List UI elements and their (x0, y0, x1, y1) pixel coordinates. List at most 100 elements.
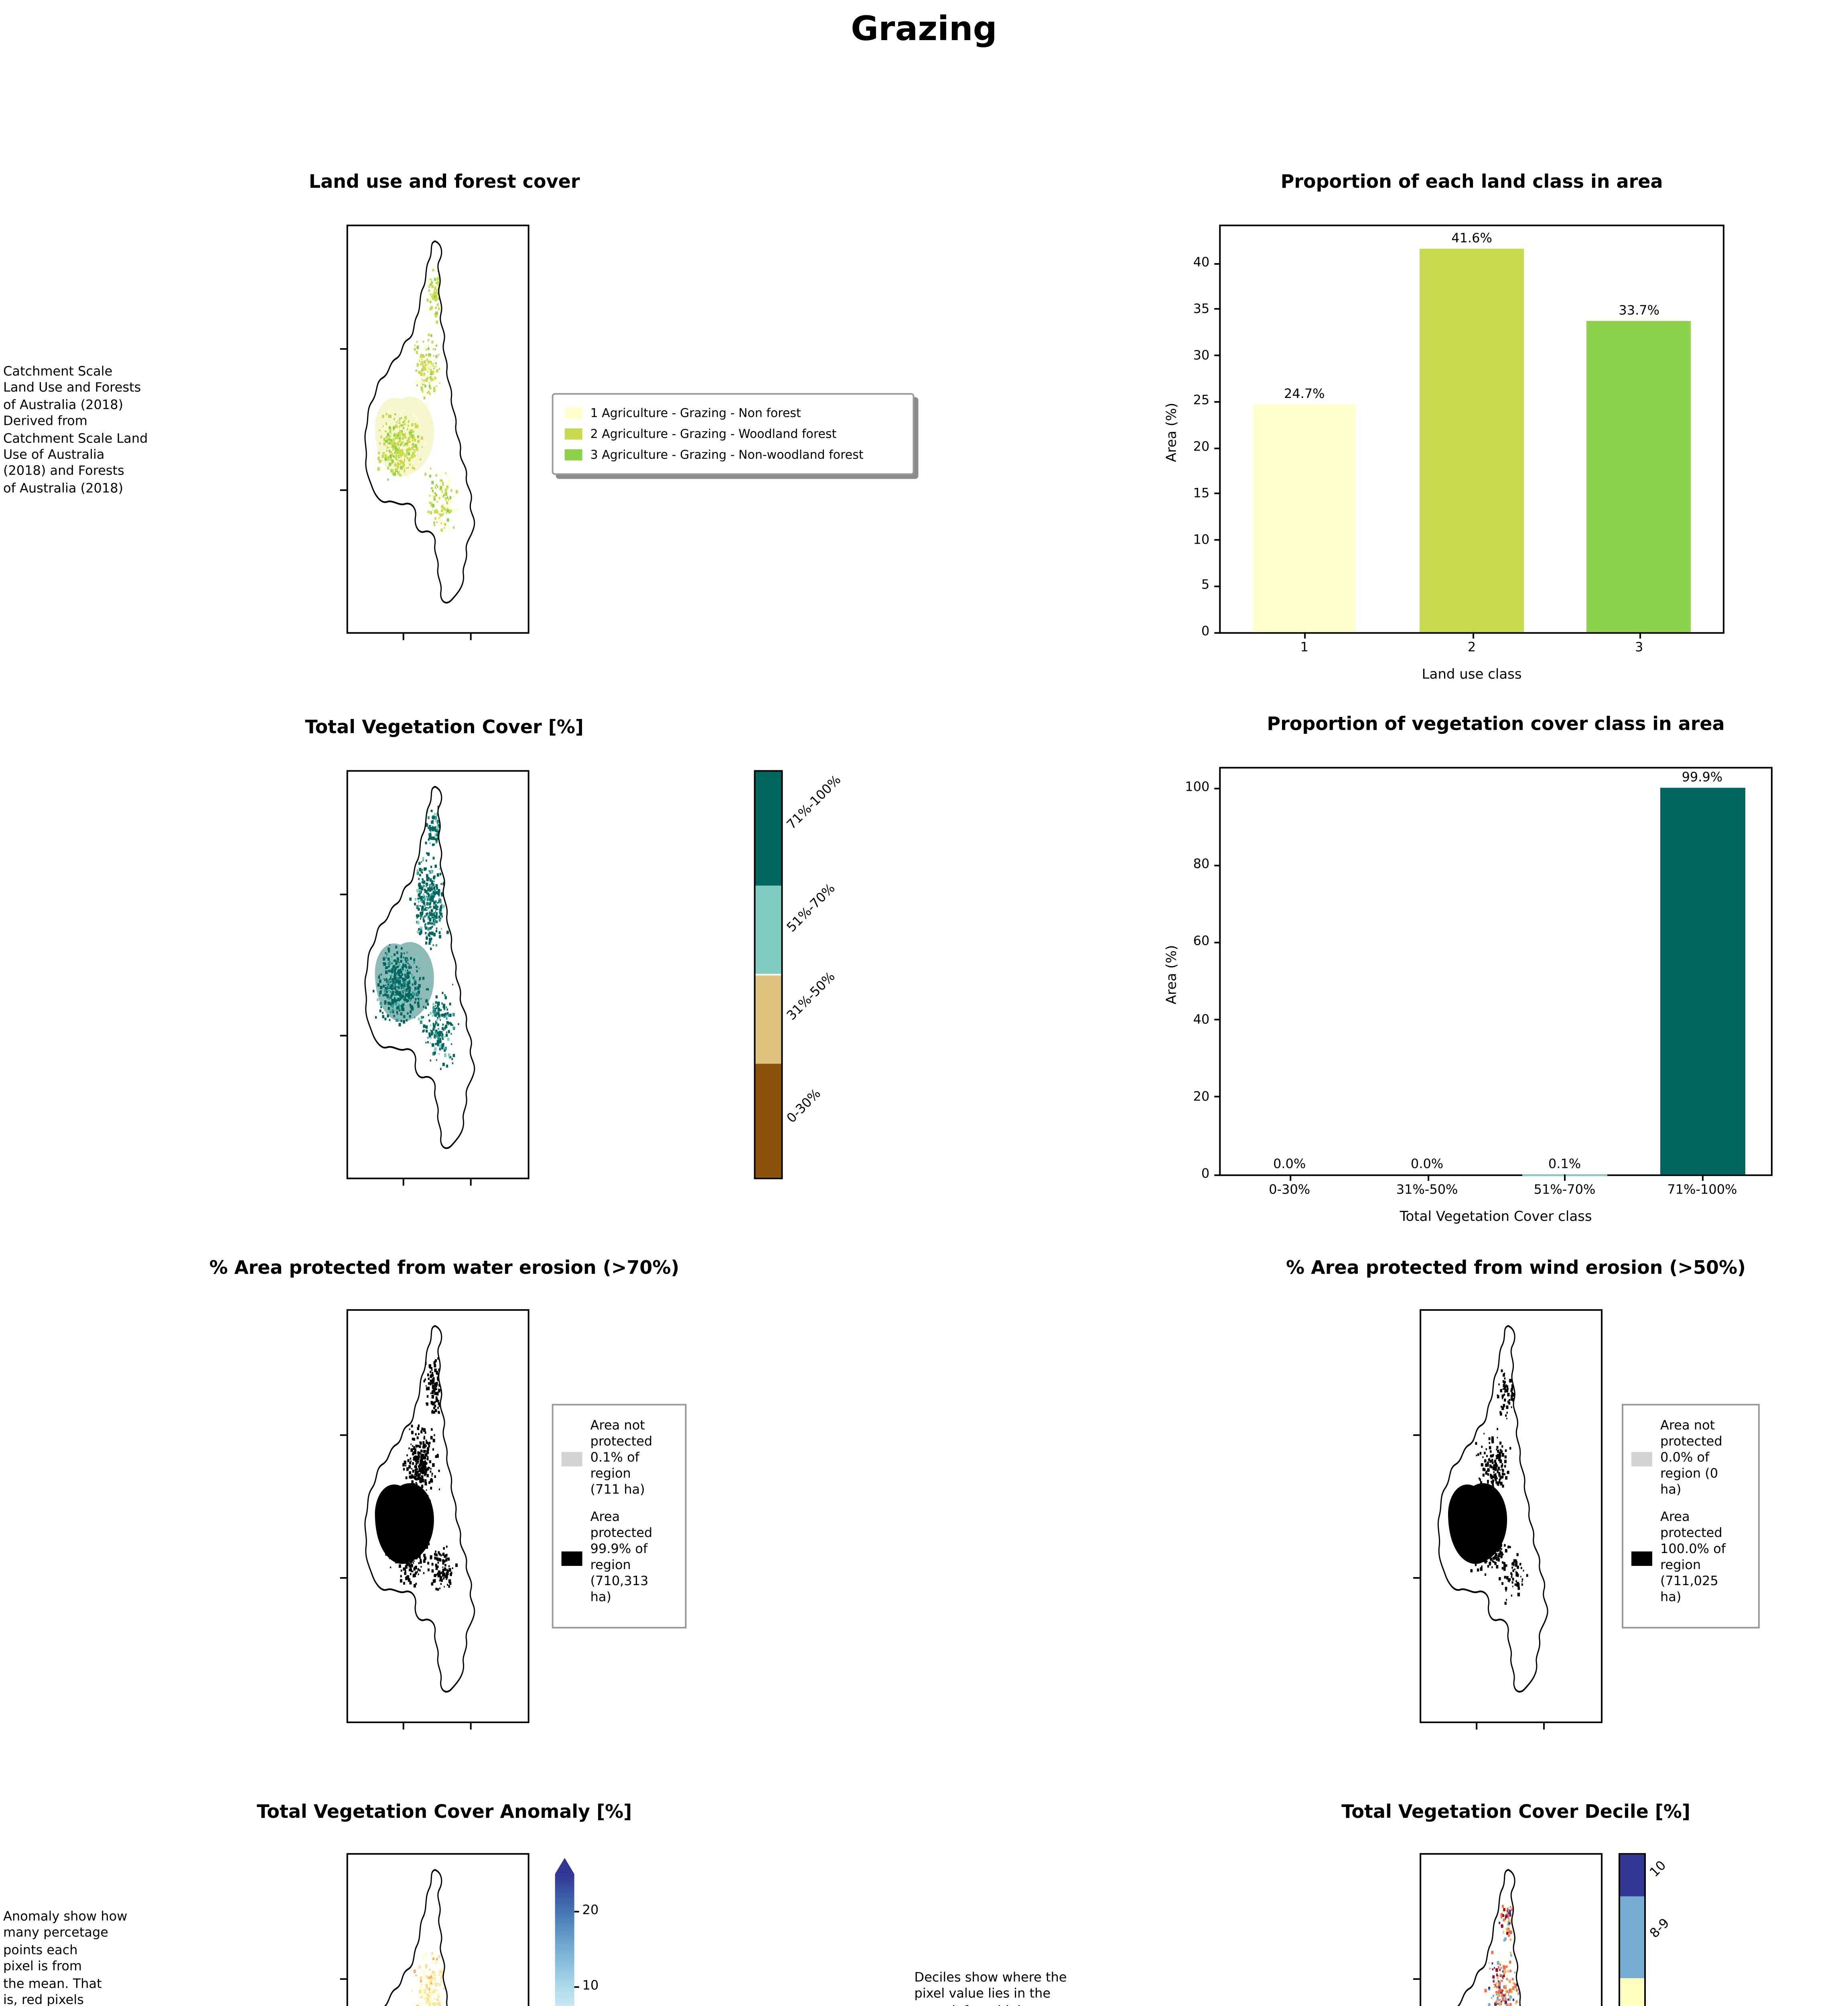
cb-label: 0-30% (784, 1086, 824, 1125)
cb-seg (755, 772, 781, 885)
ytick-mark (1214, 447, 1221, 449)
vlabel: 99.9% (1682, 770, 1723, 785)
land-use-legend: 1 Agriculture - Grazing - Non forest 2 A… (552, 393, 915, 475)
catchment-map-svg (1437, 1325, 1548, 1693)
vlabel: 24.7% (1284, 386, 1325, 401)
land-use-title: Land use and forest cover (308, 170, 580, 193)
xtick-label: 51%-70% (1534, 1182, 1596, 1197)
catchment-map-svg (364, 240, 475, 604)
legend-swatch (1631, 1451, 1652, 1466)
anomaly-caption: Anomaly show how many percetage points e… (3, 1909, 128, 2006)
ytick-mark (1214, 585, 1221, 587)
cb-seg (755, 885, 781, 975)
legend-swatch (1631, 1551, 1652, 1565)
legend-label: 1 Agriculture - Grazing - Non forest (590, 406, 801, 420)
x-axis-label: Total Vegetation Cover class (1400, 1210, 1592, 1226)
ytick-mark (1214, 493, 1221, 495)
decile-caption: Deciles show where the pixel value lies … (914, 1970, 1067, 2006)
catchment-map-svg (384, 1869, 448, 2006)
protected-area-blob (375, 1483, 434, 1564)
legend-swatch (564, 428, 582, 440)
bar (1252, 404, 1357, 632)
plot-area: 0 5 10 15 20 25 30 35 40 24.7% 1 41.6% 2 33.7% 3 (1193, 224, 1724, 655)
legend-swatch (564, 407, 582, 419)
bar (1420, 248, 1524, 632)
legend-label: Area not protected 0.0% of region (0 ha) (1660, 1418, 1722, 1497)
legend-swatch (564, 449, 582, 461)
decile-patches (1484, 1904, 1519, 2006)
ytick-mark (1214, 864, 1221, 866)
axis-tick (340, 1434, 347, 1436)
legend-row: 1 Agriculture - Grazing - Non forest (564, 403, 902, 424)
xtick-mark (1289, 1174, 1291, 1181)
ytick-label: 25 (1193, 393, 1210, 408)
wind-erosion-title: % Area protected from wind erosion (>50%… (1286, 1256, 1746, 1279)
atick-mark (574, 1986, 579, 1988)
bar (1587, 321, 1691, 632)
vlabel: 0.0% (1410, 1157, 1444, 1172)
cb-seg (1620, 1978, 1644, 2006)
y-axis-label: Area (%) (1164, 945, 1181, 1005)
catchment-boundary (364, 786, 475, 1149)
wind-erosion-legend: Area not protected 0.0% of region (0 ha)… (1621, 1404, 1760, 1628)
catchment-boundary (384, 1869, 448, 2006)
xtick-mark (1472, 632, 1474, 639)
ytick-label: 10 (1193, 532, 1210, 546)
axis-tick (1413, 1578, 1420, 1580)
legend-row: 3 Agriculture - Grazing - Non-woodland f… (564, 445, 902, 465)
vlabel: 0.0% (1273, 1157, 1306, 1172)
ytick-label: 0 (1201, 624, 1210, 639)
ytick-label: 80 (1193, 857, 1210, 872)
bar (1659, 788, 1745, 1175)
land-class-bar-chart: Proportion of each land class in area Ar… (1123, 167, 1757, 696)
xtick-mark (1702, 1174, 1704, 1181)
anomaly-map (340, 1853, 529, 2006)
ytick-mark (1214, 400, 1221, 402)
axis-tick (340, 893, 347, 895)
cb-label: 51%-70% (784, 880, 838, 934)
axis-tick (340, 348, 347, 350)
ytick-label: 0 (1201, 1166, 1210, 1181)
ytick-mark (1214, 787, 1221, 789)
catchment-map-svg (1457, 1869, 1521, 2006)
anomaly-colorbar: 20100−10−20 (555, 1858, 598, 2006)
veg-cover-map (340, 770, 529, 1186)
wind-erosion-map (1413, 1309, 1603, 1730)
axis-tick (340, 1035, 347, 1038)
legend-label: Area protected 100.0% of region (711,025… (1660, 1510, 1726, 1604)
axis-tick (340, 490, 347, 492)
ytick-mark (1214, 308, 1221, 310)
ytick-label: 30 (1193, 347, 1210, 362)
xtick-mark (1427, 1174, 1429, 1181)
decile-title: Total Vegetation Cover Decile [%] (1341, 1800, 1690, 1823)
protected-area-blob (1448, 1483, 1507, 1564)
ytick-label: 40 (1193, 1011, 1210, 1026)
ytick-label: 20 (1193, 439, 1210, 454)
chart-title: Proportion of each land class in area (1280, 170, 1663, 193)
xtick-label: 2 (1467, 640, 1476, 655)
xtick-label: 3 (1635, 640, 1643, 655)
ytick-mark (1214, 942, 1221, 944)
ytick-label: 60 (1193, 934, 1210, 949)
ytick-label: 35 (1193, 301, 1210, 316)
legend-row: Area not protected 0.1% of region (711 h… (561, 1418, 677, 1498)
axis-tick (1413, 1978, 1420, 1980)
ytick-label: 15 (1193, 485, 1210, 500)
cb-seg (1620, 1854, 1644, 1896)
water-erosion-legend: Area not protected 0.1% of region (711 h… (552, 1404, 687, 1628)
ytick-mark (1214, 1174, 1221, 1176)
atick-label: 10 (582, 1978, 599, 1992)
water-erosion-title: % Area protected from water erosion (>70… (209, 1256, 680, 1279)
legend-row: Area protected 99.9% of region (710,313 … (561, 1510, 677, 1606)
ytick-mark (1214, 1096, 1221, 1098)
catchment-boundary (364, 240, 475, 604)
vlabel: 0.1% (1548, 1156, 1581, 1171)
ytick-mark (1214, 631, 1221, 633)
legend-swatch (561, 1551, 582, 1565)
page-title: Grazing (851, 9, 997, 48)
legend-label: 3 Agriculture - Grazing - Non-woodland f… (590, 447, 864, 462)
vlabel: 33.7% (1619, 303, 1660, 318)
xtick-mark (1639, 632, 1641, 639)
legend-swatch (561, 1451, 582, 1466)
